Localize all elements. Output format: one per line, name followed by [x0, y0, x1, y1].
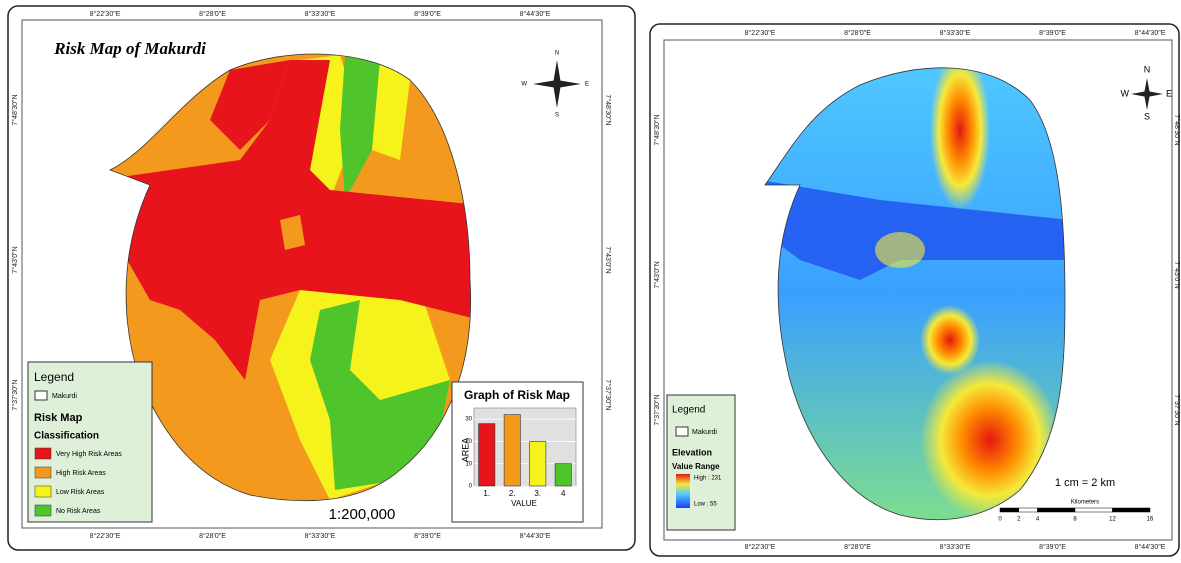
scale-unit: Kilometers	[1071, 500, 1099, 506]
coord-label: 7°37'30"N	[1173, 394, 1181, 425]
scale-tick-label: 12	[1109, 517, 1116, 523]
scale-segment	[1019, 508, 1038, 512]
legend-swatch	[676, 427, 688, 436]
compass-s: S	[1144, 111, 1150, 121]
legend-subtitle: Value Range	[672, 462, 720, 471]
coord-label: 7°43'0"N	[1173, 261, 1181, 288]
x-tick-label: 1.	[483, 489, 490, 498]
legend-layer: Elevation	[672, 447, 712, 457]
coord-label: 8°44'30"E	[1135, 29, 1166, 37]
coord-label: 8°33'30"E	[305, 532, 336, 540]
coord-label: 8°39'0"E	[1039, 543, 1066, 551]
legend-label: No Risk Areas	[56, 508, 101, 515]
legend: Legend Makurdi Risk Map Classification V…	[28, 362, 152, 522]
coord-label: 8°44'30"E	[1135, 543, 1166, 551]
risk-graph: Graph of Risk Map AREA VALUE 01020301.2.…	[452, 382, 583, 522]
legend-title: Legend	[34, 370, 74, 384]
x-tick-label: 3.	[534, 489, 541, 498]
page: Risk Map of Makurdi N E S W 1:200,000 8°…	[0, 0, 1181, 558]
coord-label: 7°43'0"N	[11, 246, 19, 273]
coord-label: 7°37'30"N	[604, 379, 612, 410]
legend-label: Makurdi	[52, 393, 77, 400]
coord-label: 8°33'30"E	[940, 29, 971, 37]
bar	[530, 441, 546, 486]
legend-label: Low Risk Areas	[56, 489, 105, 496]
coord-label: 8°22'30"E	[745, 543, 776, 551]
scale-segment	[1000, 508, 1019, 512]
coord-label: 7°48'30"N	[11, 94, 19, 125]
scale-tick-label: 16	[1147, 517, 1154, 523]
coord-label: 8°33'30"E	[940, 543, 971, 551]
compass-s: S	[555, 113, 559, 119]
y-tick-label: 20	[465, 439, 472, 445]
coord-label: 8°28'0"E	[844, 543, 871, 551]
bar	[479, 424, 495, 486]
legend-title: Legend	[672, 405, 705, 416]
scale-text: 1 cm = 2 km	[1055, 477, 1115, 489]
coord-label: 8°44'30"E	[520, 532, 551, 540]
coord-label: 8°44'30"E	[520, 10, 551, 18]
x-tick-label: 2.	[509, 489, 516, 498]
y-tick-label: 10	[465, 461, 472, 467]
legend-label: Very High Risk Areas	[56, 451, 122, 458]
coord-label: 8°39'0"E	[414, 532, 441, 540]
legend-ramp	[676, 474, 690, 508]
coord-label: 7°48'30"N	[1173, 114, 1181, 145]
coord-label: 8°39'0"E	[414, 10, 441, 18]
scale-segment	[1113, 508, 1151, 512]
compass-e: E	[585, 82, 589, 88]
coord-label: 8°33'30"E	[305, 10, 336, 18]
map-title: Risk Map of Makurdi	[53, 39, 206, 58]
legend-label: Makurdi	[692, 429, 717, 436]
scale-segment	[1038, 508, 1076, 512]
legend-swatch	[35, 505, 51, 516]
coord-label: 8°22'30"E	[90, 532, 121, 540]
graph-x-label: VALUE	[511, 499, 537, 508]
legend-swatch	[35, 391, 47, 400]
coord-label: 8°22'30"E	[90, 10, 121, 18]
legend-swatch	[35, 448, 51, 459]
coord-label: 7°37'30"N	[653, 394, 661, 425]
coord-label: 8°39'0"E	[1039, 29, 1066, 37]
compass-e: E	[1166, 88, 1172, 98]
legend-high: High : 231	[694, 476, 722, 482]
scale-segment	[1075, 508, 1113, 512]
bar	[555, 464, 571, 486]
y-tick-label: 30	[465, 417, 472, 423]
coord-label: 8°22'30"E	[745, 29, 776, 37]
coord-label: 7°43'0"N	[604, 246, 612, 273]
coord-label: 7°37'30"N	[11, 379, 19, 410]
compass-n: N	[555, 51, 559, 57]
compass-n: N	[1144, 64, 1151, 74]
coord-label: 8°28'0"E	[199, 10, 226, 18]
coord-label: 8°28'0"E	[844, 29, 871, 37]
legend-swatch	[35, 486, 51, 497]
legend-layer: Risk Map	[34, 412, 83, 424]
coord-label: 8°28'0"E	[199, 532, 226, 540]
scale: 1:200,000	[329, 506, 396, 523]
legend-swatch	[35, 467, 51, 478]
x-tick-label: 4	[561, 489, 566, 498]
graph-title: Graph of Risk Map	[464, 388, 570, 402]
coord-label: 7°48'30"N	[604, 94, 612, 125]
legend-label: High Risk Areas	[56, 470, 106, 477]
legend-subtitle: Classification	[34, 431, 99, 442]
bar	[504, 415, 520, 486]
coord-label: 7°48'30"N	[653, 114, 661, 145]
compass-w: W	[1121, 88, 1130, 98]
compass-w: W	[521, 82, 527, 88]
coord-label: 7°43'0"N	[653, 261, 661, 288]
legend-low: Low : 55	[694, 502, 717, 508]
legend: Legend Makurdi Elevation Value Range Hig…	[667, 395, 735, 530]
